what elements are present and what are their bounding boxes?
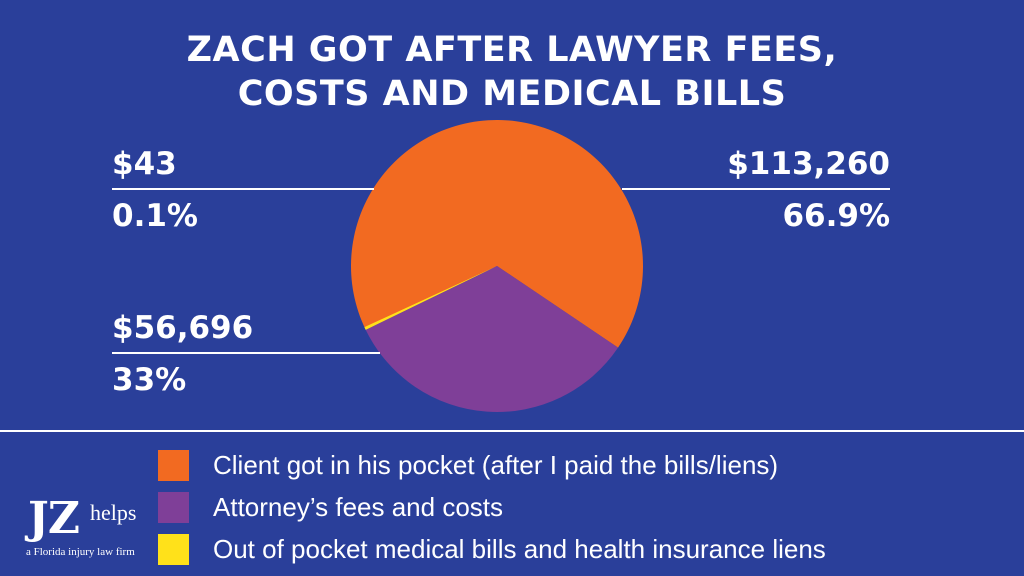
legend-item-medical: Out of pocket medical bills and health i… xyxy=(158,531,826,567)
legend-label-client: Client got in his pocket (after I paid t… xyxy=(213,449,779,480)
legend-label-medical: Out of pocket medical bills and health i… xyxy=(213,533,826,564)
client-amount-label: $113,260 xyxy=(727,146,890,182)
legend-swatch-client xyxy=(158,449,189,481)
legend-swatch-medical xyxy=(158,533,189,565)
chart-title-line-1: ZACH GOT AFTER LAWYER FEES, xyxy=(186,30,838,70)
medical-percent-label: 0.1% xyxy=(112,198,198,234)
logo-tagline: a Florida injury law firm xyxy=(26,546,135,558)
legend-item-client: Client got in his pocket (after I paid t… xyxy=(158,447,778,483)
medical-amount-label: $43 xyxy=(112,146,177,182)
chart-title-line-2: COSTS AND MEDICAL BILLS xyxy=(237,74,787,114)
attorney-percent-label: 33% xyxy=(112,362,187,398)
jz-helps-logo: JZ helps a Florida injury law firm xyxy=(24,496,154,562)
attorney-amount-label: $56,696 xyxy=(112,310,254,346)
legend-label-attorney: Attorney’s fees and costs xyxy=(213,491,504,522)
logo-word: helps xyxy=(90,500,137,525)
legend-swatch-attorney xyxy=(158,491,189,523)
chart-title: ZACH GOT AFTER LAWYER FEES, COSTS AND ME… xyxy=(0,28,1024,116)
pie-slice-attorney xyxy=(365,266,619,412)
pie-slice-medical xyxy=(364,266,497,330)
medical-leader-line xyxy=(112,188,374,190)
pie-slice-client xyxy=(350,120,643,348)
attorney-leader-line xyxy=(112,352,380,354)
pie-chart xyxy=(350,120,643,412)
legend-item-attorney: Attorney’s fees and costs xyxy=(158,489,503,525)
client-percent-label: 66.9% xyxy=(782,198,890,234)
logo-mark: JZ xyxy=(28,493,80,544)
client-leader-line xyxy=(622,188,890,190)
legend-divider xyxy=(0,430,1024,432)
